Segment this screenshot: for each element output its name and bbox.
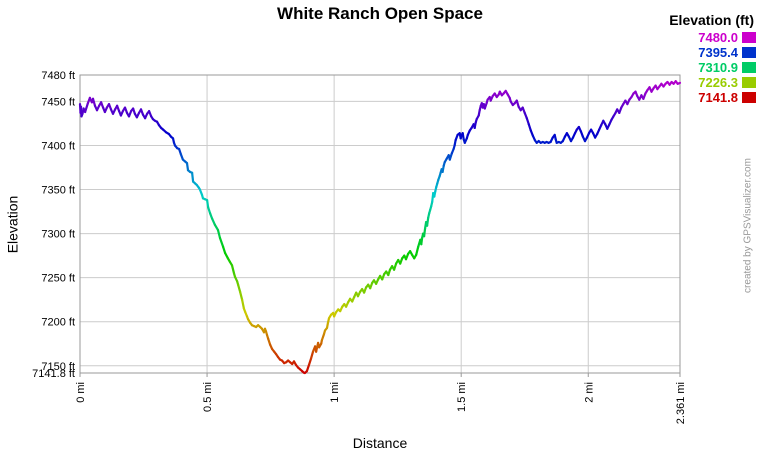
profile-segment [676,81,682,85]
legend-entry: 7310.9 [669,60,756,75]
y-axis-title: Elevation [4,195,21,254]
y-tick-label: 7150 ft [41,361,75,373]
x-tick-label: 0.5 mi [202,382,214,412]
profile-segment [191,171,195,183]
y-tick-label: 7200 ft [41,317,75,329]
legend-value: 7226.3 [698,75,738,90]
profile-segment [426,216,430,227]
x-tick-label: 1.5 mi [456,382,468,412]
profile-segment [237,283,242,293]
legend-entry: 7226.3 [669,75,756,90]
y-tick-label: 7480 ft [41,70,75,82]
profile-segment [83,102,90,114]
profile-segment [241,298,245,310]
legend-entry: 7395.4 [669,45,756,60]
x-tick-label: 2.361 mi [675,382,687,424]
profile-segment [239,290,244,301]
y-tick-label: 7450 ft [41,96,75,108]
legend-swatch [742,32,756,43]
legend-title: Elevation (ft) [669,12,754,28]
legend-entry: 7141.8 [669,90,756,105]
legend-value: 7310.9 [698,60,738,75]
plot-border [79,74,681,374]
profile-segment [211,217,216,226]
profile-segment [309,350,315,360]
y-tick-label: 7141.8 ft [32,368,75,380]
profile-segment [415,245,420,256]
profile-segment [216,229,222,240]
profile-segment [185,162,190,172]
x-tick-label: 1 mi [329,382,341,403]
y-tick-label: 7400 ft [41,140,75,152]
y-tick-label: 7300 ft [41,229,75,241]
legend-value: 7395.4 [698,45,738,60]
x-axis-title: Distance [352,435,408,451]
legend-swatch [742,62,756,73]
profile-segment [206,199,210,209]
profile-segment [423,227,427,238]
y-tick-label: 7250 ft [41,273,75,285]
legend-swatch [742,47,756,58]
profile-segment [218,236,225,248]
y-tick-label: 7350 ft [41,185,75,197]
credit-text: created by GPSVisualizer.com [742,158,754,293]
legend-rows: 7480.0 7395.4 7310.9 7226.3 7141.8 [669,30,756,105]
legend: Elevation (ft) 7480.0 7395.4 7310.9 7226.3 7… [669,12,756,105]
legend-value: 7480.0 [698,30,738,45]
chart-title: White Ranch Open Space [277,4,483,23]
legend-entry: 7480.0 [669,30,756,45]
legend-swatch [742,92,756,103]
legend-swatch [742,77,756,88]
profile-segment [91,97,97,107]
profile-segment [230,264,236,275]
x-tick-label: 2 mi [583,382,595,403]
x-tick-label: 0 mi [75,382,87,403]
legend-value: 7141.8 [698,90,738,105]
